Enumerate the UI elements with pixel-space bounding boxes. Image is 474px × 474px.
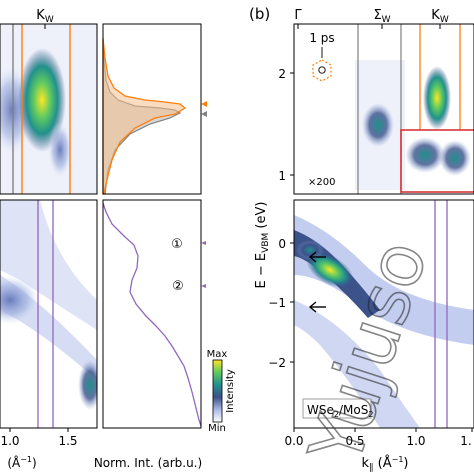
edc-purple-line xyxy=(102,202,202,427)
marker-grey xyxy=(201,111,207,117)
left-bottom-panel: 1.0 1.5 (Å−1) xyxy=(0,199,98,470)
colorbar-max-label: Max xyxy=(207,349,228,360)
right-ylabel: E − EVBM (eV) xyxy=(254,202,271,289)
right-bottom-heatmap xyxy=(294,200,474,428)
marker-purple-1 xyxy=(201,241,206,245)
left-top-xtick: KW xyxy=(36,8,54,25)
arrow-1 xyxy=(308,251,326,263)
left-bottom-xtick-2: 1.5 xyxy=(58,434,77,448)
left-top-panel: KW xyxy=(0,8,98,195)
right-bottom-ytick-0: 0 xyxy=(278,237,286,251)
edc-orange-area xyxy=(102,37,187,195)
middle-top-panel xyxy=(102,23,207,195)
panel-label-b: (b) xyxy=(249,5,270,23)
right-bottom-xlabel: k∥ (Å−1) xyxy=(361,455,408,473)
left-top-heatmap xyxy=(0,24,97,194)
top-label-kw: KW xyxy=(431,8,449,25)
annotation-scale: ×200 xyxy=(308,177,335,188)
right-top-heatmap xyxy=(294,24,474,194)
bz-hexagon xyxy=(312,59,332,82)
right-bottom-xtick-10: 1.0 xyxy=(406,434,425,448)
right-red-box xyxy=(400,129,474,193)
sample-label: WSe2/MoS2 xyxy=(307,403,373,419)
right-top-panel: 1 ps ×200 Γ ΣW KW 2 1 xyxy=(278,8,474,195)
marker-purple-2 xyxy=(201,284,206,288)
right-bottom-ytick-m1: −1 xyxy=(268,296,286,310)
middle-xlabel: Norm. Int. (arb.u.) xyxy=(94,456,202,470)
marker-orange xyxy=(201,101,207,107)
left-bottom-xlabel: (Å−1) xyxy=(7,455,36,470)
colorbar-min-label: Min xyxy=(208,423,226,434)
colorbar: Max Min Intensity xyxy=(207,349,236,434)
marker-circled-1: ① xyxy=(171,237,183,252)
right-bottom-xtick-05: 0.5 xyxy=(345,434,364,448)
left-bottom-xtick-1: 1.0 xyxy=(0,434,19,448)
left-bottom-heatmap xyxy=(0,200,97,428)
right-top-ytick-2: 2 xyxy=(278,67,286,81)
colorbar-title: Intensity xyxy=(225,369,236,413)
right-top-ytick-1: 1 xyxy=(278,169,286,183)
top-label-sigma: ΣW xyxy=(373,8,390,25)
top-label-gamma: Γ xyxy=(294,8,302,23)
arrow-2 xyxy=(308,301,326,313)
sample-label-box xyxy=(302,398,372,419)
middle-bottom-panel: ① ② Max Min Intensity Norm. Int. (arb.u.… xyxy=(94,199,236,470)
right-bottom-panel: WSe2/MoS2 0 −1 −2 0.0 0.5 1.0 1. k∥ (Å−1… xyxy=(268,199,474,473)
right-bottom-ytick-m2: −2 xyxy=(268,356,286,370)
marker-circled-2: ② xyxy=(172,279,184,294)
right-bottom-xtick-15: 1. xyxy=(460,434,471,448)
annotation-time: 1 ps xyxy=(309,31,334,45)
right-bottom-xtick-0: 0.0 xyxy=(284,434,303,448)
bz-center-marker xyxy=(318,66,326,74)
